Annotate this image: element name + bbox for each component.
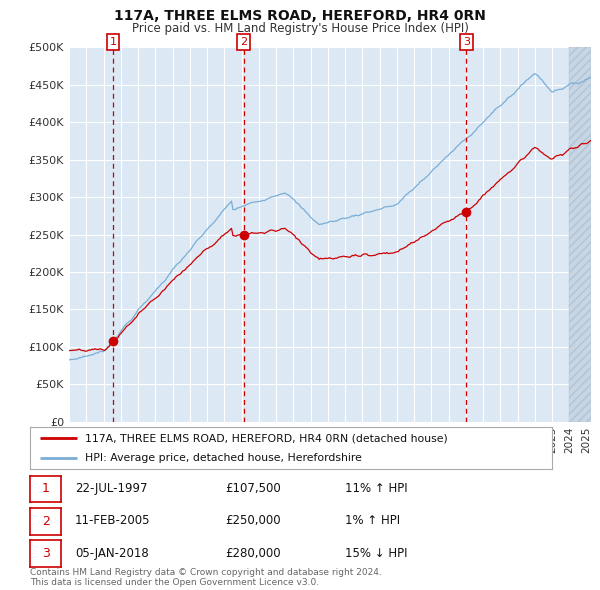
Text: 11% ↑ HPI: 11% ↑ HPI [345, 481, 407, 495]
Text: £107,500: £107,500 [225, 481, 281, 495]
Text: £280,000: £280,000 [225, 546, 281, 560]
Text: HPI: Average price, detached house, Herefordshire: HPI: Average price, detached house, Here… [85, 453, 362, 463]
Text: 3: 3 [41, 547, 50, 560]
Text: 2: 2 [41, 514, 50, 528]
Text: 3: 3 [463, 37, 470, 47]
Text: 05-JAN-2018: 05-JAN-2018 [75, 546, 149, 560]
Text: 117A, THREE ELMS ROAD, HEREFORD, HR4 0RN: 117A, THREE ELMS ROAD, HEREFORD, HR4 0RN [114, 9, 486, 23]
Text: 117A, THREE ELMS ROAD, HEREFORD, HR4 0RN (detached house): 117A, THREE ELMS ROAD, HEREFORD, HR4 0RN… [85, 433, 448, 443]
Text: 11-FEB-2005: 11-FEB-2005 [75, 514, 151, 527]
Text: 1% ↑ HPI: 1% ↑ HPI [345, 514, 400, 527]
Text: 2: 2 [240, 37, 247, 47]
Text: 22-JUL-1997: 22-JUL-1997 [75, 481, 148, 495]
Text: 1: 1 [110, 37, 116, 47]
Text: 15% ↓ HPI: 15% ↓ HPI [345, 546, 407, 560]
Text: £250,000: £250,000 [225, 514, 281, 527]
Text: Contains HM Land Registry data © Crown copyright and database right 2024.
This d: Contains HM Land Registry data © Crown c… [30, 568, 382, 587]
Text: 1: 1 [41, 482, 50, 496]
Text: Price paid vs. HM Land Registry's House Price Index (HPI): Price paid vs. HM Land Registry's House … [131, 22, 469, 35]
